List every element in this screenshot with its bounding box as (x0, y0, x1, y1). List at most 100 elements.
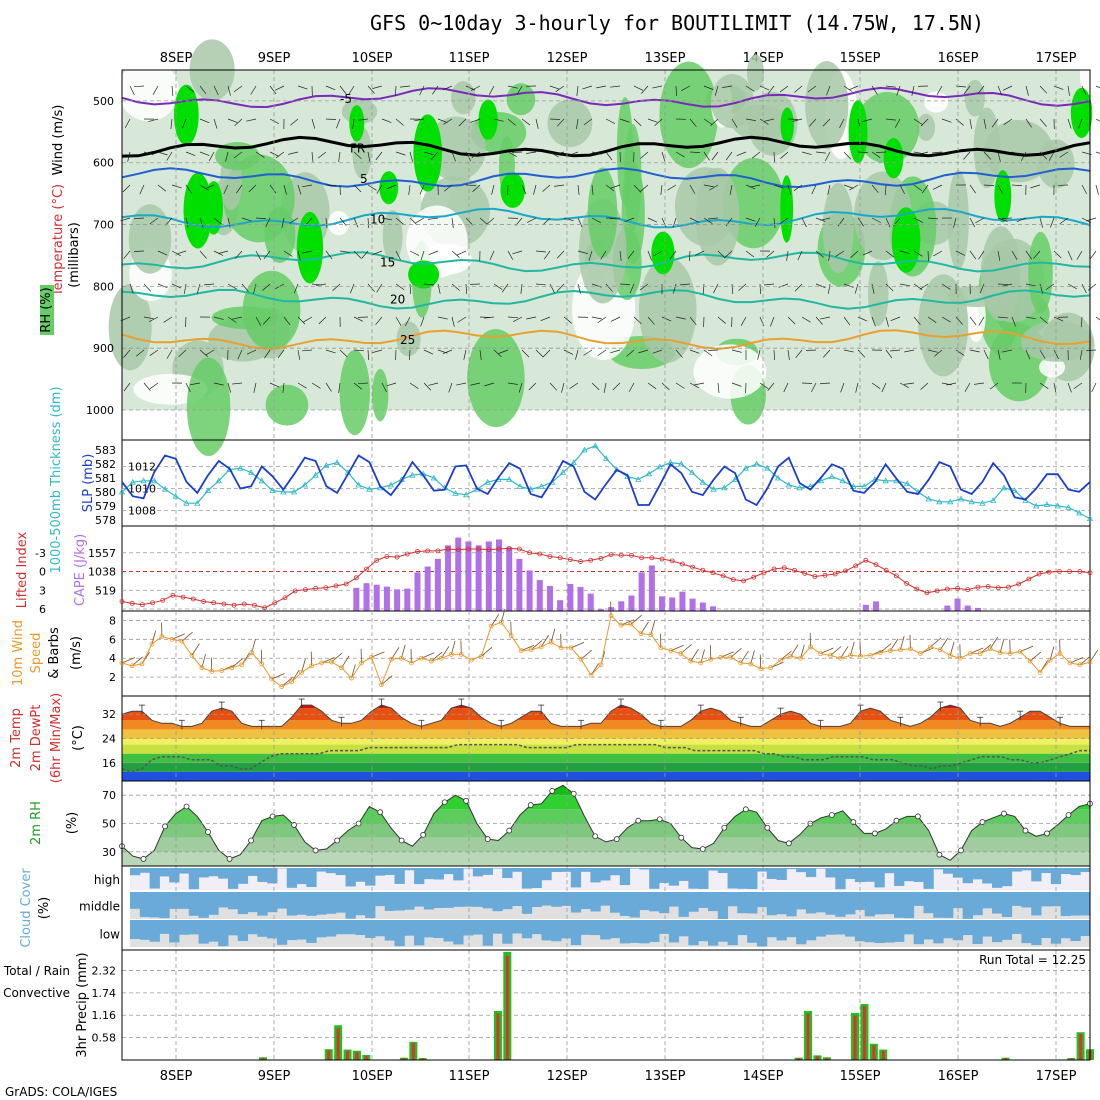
wind-barb (233, 85, 243, 93)
li-point (1046, 569, 1052, 575)
li-point (934, 588, 940, 594)
wind-speed-point (229, 665, 235, 671)
wind-barb (997, 217, 1008, 222)
cloud-bar (521, 920, 533, 939)
wind-barb (899, 184, 905, 195)
wind-speed-line (121, 614, 1091, 688)
thickness-point (1011, 487, 1018, 493)
thickness-point (538, 483, 545, 489)
cloud-bar (384, 892, 395, 911)
cloud-bar (492, 920, 503, 934)
wind-barb (484, 382, 495, 387)
thickness-point (118, 488, 126, 495)
wind-barb (561, 382, 565, 393)
wind-speed-point (409, 660, 414, 666)
wind-barb (123, 250, 131, 259)
wind-barb (854, 283, 859, 294)
wind-barb (563, 217, 574, 222)
wind-barb (633, 316, 642, 325)
wind-barb (543, 250, 551, 260)
cloud-bar (463, 920, 474, 936)
wind-barb (555, 85, 565, 92)
temp-ylabel-2: 2m DewPt (29, 705, 44, 772)
wind-barb (820, 217, 831, 221)
cloud-bar (766, 892, 778, 916)
wind-barb (336, 118, 341, 129)
wind-barb (652, 85, 663, 89)
li-point (578, 559, 583, 564)
wind-barb (736, 151, 747, 156)
cloud-bar (658, 868, 670, 883)
wind-barb (297, 85, 308, 90)
rh-point (1044, 830, 1050, 837)
cloud-bar (923, 868, 934, 889)
cloud-bar (717, 868, 729, 874)
cloud-bar (580, 920, 591, 935)
wind-speed-point (588, 672, 594, 678)
wind-barb (311, 151, 314, 162)
cloud-bar (776, 892, 787, 915)
cloud-bar (1001, 920, 1013, 940)
wind-barb (255, 250, 262, 260)
wind-barb (849, 184, 859, 191)
cape-bar (944, 605, 951, 611)
cloud-bar (717, 892, 729, 919)
li-point (588, 557, 594, 563)
date-label-bottom: 13SEP (645, 1069, 686, 1084)
wind-barb (166, 151, 173, 161)
cape-bar (577, 587, 584, 611)
wind-barb (780, 151, 789, 159)
cape-bar (373, 584, 380, 611)
rh-point (183, 803, 190, 810)
cloud-bar (943, 920, 954, 939)
thickness-point (172, 492, 179, 499)
wind-barb (1025, 85, 1029, 96)
cloud-bar (541, 868, 552, 881)
wind-barb (339, 217, 347, 226)
rh-point (1022, 827, 1029, 834)
wind-barb (811, 184, 817, 195)
li-point (812, 574, 818, 579)
wind-barb (236, 184, 243, 194)
wind-barb (357, 382, 369, 385)
thickness-point (1033, 502, 1040, 509)
wind-barb (135, 349, 145, 357)
wind-barb (171, 283, 182, 289)
cloud-bar (590, 892, 601, 912)
cloud-level-label: high (94, 873, 120, 887)
cape-bar (414, 572, 421, 611)
temperature-legend-label: Temperature (°C) (51, 184, 66, 297)
wind-barb (927, 316, 937, 324)
cape-bar (465, 541, 472, 611)
rh-tick-label: 70 (102, 789, 116, 802)
wind-barb (199, 151, 210, 156)
cloud-bar (992, 920, 1003, 943)
cape-tick-label: 1557 (88, 547, 116, 560)
li-point (761, 570, 767, 576)
wind-speed-point (947, 652, 953, 658)
thickness-point (129, 478, 136, 485)
wind-speed-point (728, 654, 734, 660)
cloud-bar (178, 868, 190, 874)
wind-barb (640, 184, 649, 192)
thickness-point (688, 469, 696, 475)
precip-convective-bar (355, 1052, 359, 1060)
cape-bar (567, 583, 574, 611)
wind-barb (639, 283, 649, 291)
cloud-bar (923, 892, 934, 914)
wind-ylabel-2: Speed (29, 633, 44, 674)
cloud-bar (453, 868, 464, 881)
li-point (303, 587, 308, 593)
wind-barb (124, 118, 131, 128)
wind-barb (1039, 349, 1046, 359)
rh-point (721, 824, 728, 831)
li-point (190, 596, 196, 602)
cloud-bar (570, 920, 582, 946)
wind-barb (675, 85, 677, 97)
wind-speed-point (159, 634, 165, 639)
cloud-bar (845, 920, 856, 937)
precip-convective-bar (815, 1056, 819, 1060)
wind-barb (703, 118, 713, 125)
wind-barb (955, 118, 964, 126)
li-point (771, 566, 777, 572)
